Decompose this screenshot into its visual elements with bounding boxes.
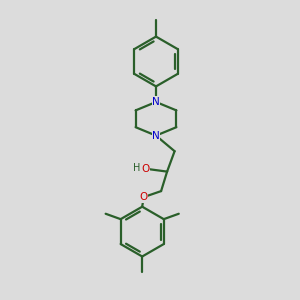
Text: H: H xyxy=(133,163,140,173)
Text: O: O xyxy=(142,164,150,174)
Text: N: N xyxy=(152,130,160,141)
Text: O: O xyxy=(140,192,148,202)
Text: N: N xyxy=(152,97,160,107)
